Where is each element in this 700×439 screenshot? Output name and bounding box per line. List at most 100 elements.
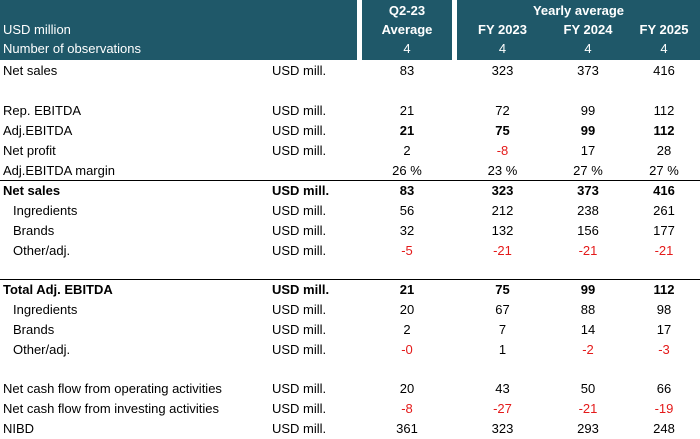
row-label: Net cash flow from operating activities bbox=[3, 381, 222, 396]
value-fy2023: 43 bbox=[495, 381, 510, 396]
value-fy2024: 373 bbox=[577, 183, 599, 198]
value-fy2023: 212 bbox=[491, 203, 514, 218]
value-fy2025: 17 bbox=[656, 322, 672, 337]
value-q2: -8 bbox=[401, 401, 413, 416]
row-unit: USD mill. bbox=[272, 203, 327, 218]
value-fy2023: 1 bbox=[498, 342, 507, 357]
value-fy2025: 66 bbox=[656, 381, 672, 396]
table-row: NIBD USD mill. 361 323 293 248 bbox=[0, 419, 700, 439]
value-fy2023: -27 bbox=[493, 401, 512, 416]
value-fy2023: 132 bbox=[491, 223, 514, 238]
value-fy2023: 7 bbox=[498, 322, 507, 337]
table-row: Brands USD mill. 2 7 14 17 bbox=[0, 320, 700, 340]
row-unit: USD mill. bbox=[272, 421, 327, 436]
value-fy2023: 323 bbox=[491, 183, 514, 198]
row-label: Ingredients bbox=[13, 203, 78, 218]
value-fy2024: 156 bbox=[577, 223, 599, 238]
value-fy2023: 75 bbox=[495, 123, 510, 138]
obs-fy2023: 4 bbox=[498, 41, 507, 56]
value-fy2023: 323 bbox=[491, 421, 514, 436]
value-q2: 83 bbox=[399, 63, 415, 78]
table-row: Net cash flow from investing activities … bbox=[0, 399, 700, 419]
obs-fy2025: 4 bbox=[660, 41, 668, 56]
row-label: Other/adj. bbox=[13, 342, 71, 357]
value-fy2024: 373 bbox=[577, 63, 599, 78]
value-fy2024: 99 bbox=[580, 282, 596, 297]
value-fy2024: 293 bbox=[577, 421, 599, 436]
row-unit: USD mill. bbox=[272, 223, 327, 238]
row-unit: USD mill. bbox=[272, 103, 327, 118]
value-q2: 361 bbox=[396, 421, 418, 436]
row-label: Net sales bbox=[3, 63, 58, 78]
fy2024-label: FY 2024 bbox=[563, 22, 613, 37]
value-fy2023: 23 % bbox=[487, 163, 518, 178]
value-q2: 20 bbox=[399, 381, 415, 396]
value-fy2025: 112 bbox=[653, 103, 675, 118]
yearly-average-label: Yearly average bbox=[532, 3, 625, 18]
value-q2: -0 bbox=[401, 342, 413, 357]
value-fy2024: 50 bbox=[580, 381, 596, 396]
value-q2: 20 bbox=[399, 302, 415, 317]
row-label: Ingredients bbox=[13, 302, 78, 317]
row-unit: USD mill. bbox=[272, 123, 327, 138]
row-label: Brands bbox=[13, 322, 55, 337]
header-yearly-block: Yearly average FY 2023 FY 2024 FY 2025 4… bbox=[457, 0, 700, 60]
value-fy2025: -19 bbox=[654, 401, 674, 416]
row-unit: USD mill. bbox=[272, 282, 330, 297]
row-label: Rep. EBITDA bbox=[3, 103, 82, 118]
fy2025-label: FY 2025 bbox=[639, 22, 689, 37]
observations-label: Number of observations bbox=[3, 41, 142, 56]
row-label: Adj.EBITDA bbox=[3, 123, 73, 138]
value-fy2025: -3 bbox=[658, 342, 670, 357]
value-fy2024: 99 bbox=[580, 103, 596, 118]
value-fy2025: 261 bbox=[653, 203, 675, 218]
table-row: Ingredients USD mill. 20 67 88 98 bbox=[0, 300, 700, 320]
row-unit: USD mill. bbox=[272, 243, 327, 258]
table-row: Net sales USD mill. 83 323 373 416 bbox=[0, 61, 700, 81]
value-q2: 83 bbox=[399, 183, 415, 198]
value-fy2024: 238 bbox=[577, 203, 599, 218]
value-fy2023: 75 bbox=[495, 282, 510, 297]
value-fy2024: 14 bbox=[580, 322, 596, 337]
value-fy2024: -21 bbox=[578, 243, 598, 258]
value-fy2024: 99 bbox=[580, 123, 596, 138]
table-row: Net profit USD mill. 2 -8 17 28 bbox=[0, 141, 700, 161]
header-left-block: USD million Number of observations bbox=[0, 0, 357, 60]
value-q2: 56 bbox=[399, 203, 415, 218]
value-fy2024: 17 bbox=[580, 143, 596, 158]
value-fy2025: 416 bbox=[653, 63, 675, 78]
row-unit: USD mill. bbox=[272, 401, 327, 416]
value-fy2025: 248 bbox=[653, 421, 675, 436]
row-unit: USD mill. bbox=[272, 143, 327, 158]
table-row: Other/adj. USD mill. -0 1 -2 -3 bbox=[0, 340, 700, 360]
value-fy2023: -8 bbox=[496, 143, 509, 158]
row-label: Total Adj. EBITDA bbox=[3, 282, 113, 297]
value-fy2025: 98 bbox=[656, 302, 672, 317]
value-fy2023: 67 bbox=[495, 302, 510, 317]
average-label: Average bbox=[381, 22, 433, 37]
value-fy2025: 416 bbox=[653, 183, 675, 198]
row-label: Brands bbox=[13, 223, 55, 238]
value-fy2024: -2 bbox=[582, 342, 594, 357]
row-label: Other/adj. bbox=[13, 243, 71, 258]
table-row: Net cash flow from operating activities … bbox=[0, 379, 700, 399]
row-unit: USD mill. bbox=[272, 322, 327, 337]
value-fy2024: 88 bbox=[580, 302, 596, 317]
row-unit: USD mill. bbox=[272, 342, 327, 357]
table-row: Brands USD mill. 32 132 156 177 bbox=[0, 221, 700, 241]
value-q2: 2 bbox=[403, 143, 411, 158]
currency-label: USD million bbox=[3, 22, 71, 37]
value-q2: 2 bbox=[403, 322, 411, 337]
row-label: Net sales bbox=[3, 183, 61, 198]
value-q2: 26 % bbox=[392, 163, 422, 178]
value-fy2023: 323 bbox=[491, 63, 514, 78]
value-q2: 21 bbox=[399, 282, 415, 297]
table-row: Adj.EBITDA USD mill. 21 75 99 112 bbox=[0, 121, 700, 141]
q2-label: Q2-23 bbox=[388, 3, 426, 18]
row-unit: USD mill. bbox=[272, 63, 327, 78]
header-q2-block: Q2-23 Average 4 bbox=[362, 0, 452, 60]
row-label: Net profit bbox=[3, 143, 56, 158]
row-label: NIBD bbox=[3, 421, 35, 436]
table-row: Net sales USD mill. 83 323 373 416 bbox=[0, 180, 700, 201]
